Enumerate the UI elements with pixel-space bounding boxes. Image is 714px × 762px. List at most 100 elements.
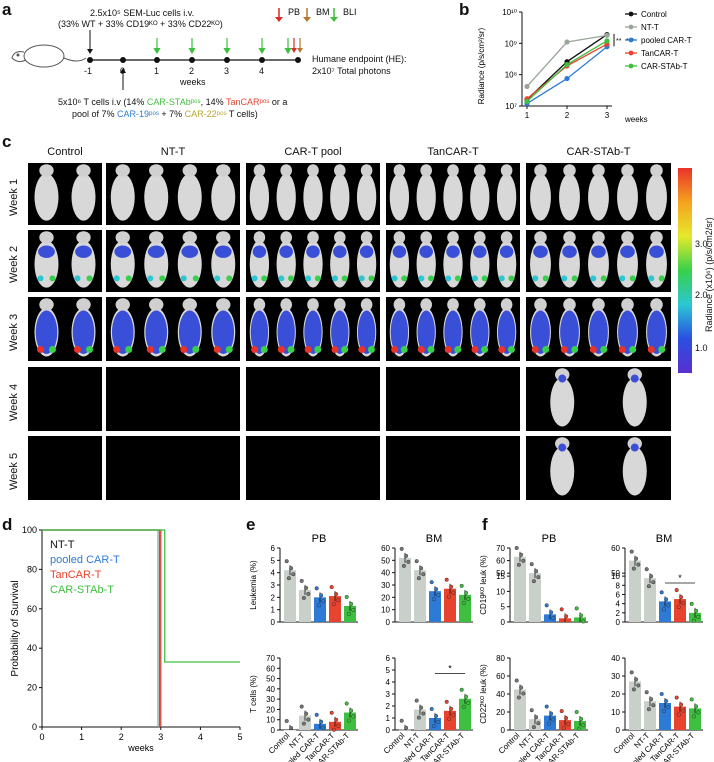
data-point	[461, 704, 466, 709]
data-point	[414, 559, 419, 564]
data-point	[459, 583, 464, 588]
mouse-silhouette	[416, 298, 436, 357]
data-point	[664, 597, 669, 602]
mouse-silhouette	[496, 164, 517, 221]
data-point	[291, 572, 296, 577]
data-point	[446, 594, 451, 599]
data-point	[676, 712, 681, 717]
mouse-silhouette	[330, 164, 350, 221]
bar-y-tick-label: 40	[611, 654, 620, 663]
data-point	[451, 590, 456, 595]
d-legend-label: pooled CAR-T	[50, 554, 120, 566]
data-point	[581, 619, 586, 624]
d-y-tick-label: 0	[32, 722, 37, 732]
data-point	[644, 567, 649, 572]
colorbar-tick-1: 1.0	[695, 343, 708, 353]
data-point	[431, 724, 436, 729]
data-point	[464, 694, 469, 699]
data-point	[416, 715, 421, 720]
b-point	[564, 75, 570, 82]
bli-image-panel	[246, 367, 380, 431]
bar-y-tick-label: 0	[501, 618, 506, 627]
b-legend-label: pooled CAR-T	[641, 36, 692, 45]
data-point	[414, 698, 419, 703]
d-y-tick-label: 60	[27, 604, 37, 614]
data-point	[581, 723, 586, 728]
data-point	[334, 592, 339, 597]
mouse-silhouette	[330, 231, 350, 288]
b-point	[524, 98, 530, 105]
data-point	[661, 709, 666, 714]
bli-image-panel	[28, 297, 102, 361]
data-point	[576, 727, 581, 732]
bar-y-tick-label: 5	[386, 666, 391, 675]
data-point	[334, 717, 339, 722]
bar-y-tick-label: 0	[501, 726, 506, 735]
data-point	[681, 708, 686, 713]
bar	[414, 570, 426, 622]
mouse-icon	[11, 44, 87, 68]
data-point	[516, 562, 521, 567]
bar	[314, 597, 326, 622]
d-x-tick-label: 3	[158, 732, 163, 742]
schema-cells-line2: (33% WT + 33% CD19ᴷᴼ + 33% CD22ᴷᴼ)	[58, 19, 223, 29]
schema-diagram	[11, 8, 338, 90]
colorbar	[678, 168, 692, 373]
data-point	[666, 705, 671, 710]
mouse-silhouette	[276, 164, 296, 221]
data-point	[314, 712, 319, 717]
mouse-silhouette	[144, 164, 169, 221]
mouse-silhouette	[303, 298, 323, 357]
data-point	[529, 562, 534, 567]
radiance-line-chart: 10⁷ 10⁸ 10⁹ 10¹⁰ 1 2 3 weeks Radiance (p/s/cm²/s…	[477, 8, 692, 124]
data-point	[689, 697, 694, 702]
data-point	[329, 585, 334, 590]
bar-chart-title: PB	[542, 533, 557, 545]
mouse-silhouette	[211, 164, 236, 221]
pb-arrow-icon	[275, 8, 283, 22]
data-point	[459, 687, 464, 692]
data-point	[659, 590, 664, 595]
bli-image-panel	[28, 230, 102, 292]
data-point	[404, 553, 409, 558]
bar	[629, 681, 641, 730]
data-point	[466, 700, 471, 705]
b-y-tick-label: 10⁸	[505, 71, 517, 80]
mouse-silhouette	[646, 231, 667, 288]
data-point	[449, 584, 454, 589]
panel-label-a: a	[2, 0, 12, 19]
data-point	[316, 603, 321, 608]
b-point	[524, 83, 530, 90]
data-point	[519, 552, 524, 557]
data-point	[464, 590, 469, 595]
bar	[629, 560, 641, 622]
bar-annotation: *	[448, 664, 452, 674]
data-point	[681, 601, 686, 606]
bli-image-panel	[246, 297, 380, 361]
bar	[529, 573, 541, 622]
data-point	[559, 607, 564, 612]
bli-image-panel	[106, 230, 240, 292]
mouse-silhouette	[211, 231, 236, 288]
panel-label-d: d	[2, 515, 13, 534]
data-point	[696, 614, 701, 619]
bar-y-tick-label: 60	[496, 672, 505, 681]
data-point	[521, 691, 526, 696]
bli-image-panel	[246, 163, 380, 225]
data-point	[694, 608, 699, 613]
mouse-silhouette	[588, 298, 609, 357]
b-y-tick-label: 10⁷	[505, 102, 517, 111]
bar-y-tick-label: 2	[386, 702, 391, 711]
bar-y-tick-label: 40	[381, 569, 390, 578]
mouse-silhouette	[71, 231, 96, 288]
b-legend-dot	[628, 63, 634, 69]
bar	[529, 719, 541, 730]
data-point	[561, 726, 566, 731]
bli-image-panel	[386, 163, 520, 225]
data-point	[689, 601, 694, 606]
data-point	[696, 710, 701, 715]
bar-y-tick-label: 2	[616, 609, 621, 618]
mouse-silhouette	[303, 231, 323, 288]
bar-y-tick-label: 20	[266, 705, 275, 714]
mouse-silhouette	[144, 231, 169, 288]
